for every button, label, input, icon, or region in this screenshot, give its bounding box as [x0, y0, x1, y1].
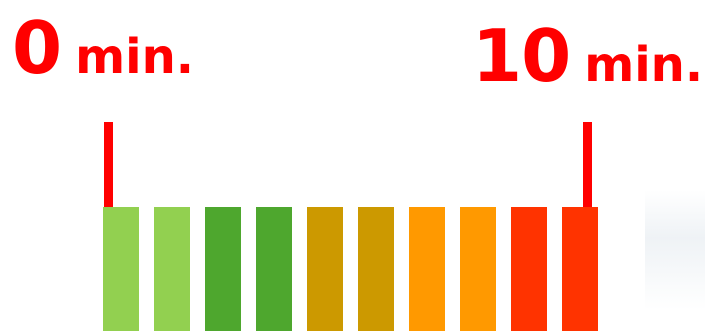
end-time-value: 10	[472, 14, 571, 98]
start-time-label: 0 min.	[12, 12, 194, 84]
start-marker	[104, 122, 113, 214]
timer-segment	[154, 207, 190, 331]
start-time-unit: min.	[75, 29, 194, 85]
timer-segment	[307, 207, 343, 331]
timer-segment	[358, 207, 394, 331]
end-time-label: 10 min.	[472, 20, 703, 92]
timer-segment	[562, 207, 598, 331]
end-time-unit: min.	[584, 37, 704, 93]
timer-segment	[103, 207, 139, 331]
start-time-value: 0	[12, 6, 62, 90]
timer-segments	[103, 207, 598, 331]
timer-segment	[205, 207, 241, 331]
timer-segment	[460, 207, 496, 331]
background-texture	[645, 190, 705, 310]
timer-segment	[409, 207, 445, 331]
end-marker	[583, 122, 592, 214]
timer-segment	[256, 207, 292, 331]
timer-segment	[511, 207, 547, 331]
